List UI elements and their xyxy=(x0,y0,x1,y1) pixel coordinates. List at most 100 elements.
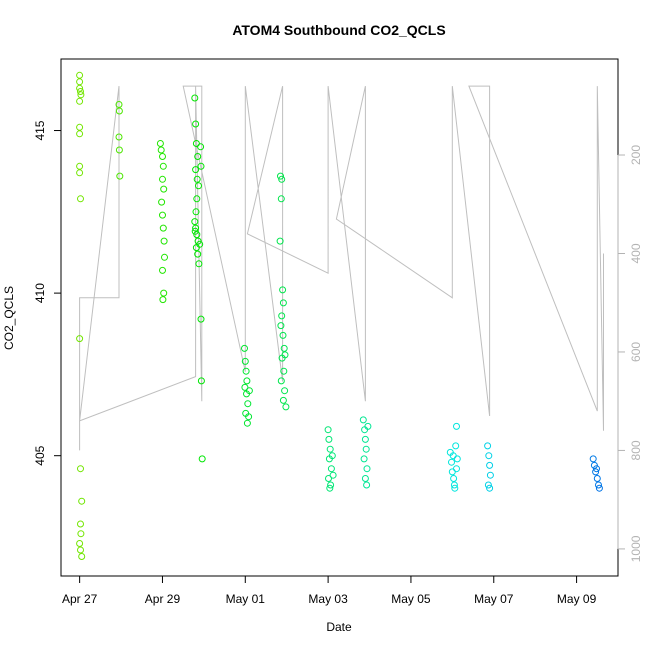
y-tick-label-2: 415 xyxy=(33,120,47,140)
data-point-36 xyxy=(160,289,168,297)
data-point-44 xyxy=(195,182,202,190)
altitude-trace-layer xyxy=(79,85,604,451)
data-point-70 xyxy=(245,413,253,421)
data-point-25 xyxy=(157,146,165,154)
data-point-62 xyxy=(241,357,249,365)
y-axis: 405 410 415 xyxy=(33,120,62,466)
data-point-12 xyxy=(77,465,84,473)
data-point-71 xyxy=(245,387,253,395)
data-point-117 xyxy=(449,452,457,460)
data-point-27 xyxy=(159,162,167,170)
data-point-79 xyxy=(277,322,285,330)
data-point-53 xyxy=(194,250,202,258)
data-point-37 xyxy=(159,296,167,304)
data-point-30 xyxy=(158,198,166,206)
data-points-layer xyxy=(76,71,603,560)
x-axis: Apr 27 Apr 29 May 01 May 03 May 05 May 07 May … xyxy=(62,575,597,606)
data-point-112 xyxy=(450,481,458,489)
data-point-59 xyxy=(197,377,205,385)
data-point-15 xyxy=(77,530,85,538)
data-point-7 xyxy=(76,130,84,138)
data-point-76 xyxy=(279,286,287,294)
data-point-104 xyxy=(363,465,371,473)
data-point-19 xyxy=(115,101,123,108)
data-point-2 xyxy=(76,84,84,92)
data-point-125 xyxy=(589,455,597,463)
data-point-65 xyxy=(241,383,249,391)
data-point-61 xyxy=(241,344,248,352)
data-point-81 xyxy=(280,344,288,352)
data-point-128 xyxy=(593,475,601,482)
data-point-42 xyxy=(192,166,200,174)
y-tick-label-0: 405 xyxy=(33,445,47,465)
data-point-35 xyxy=(159,266,166,274)
data-point-48 xyxy=(192,224,200,232)
data-point-20 xyxy=(115,107,123,115)
data-point-40 xyxy=(192,140,200,147)
data-point-49 xyxy=(193,231,201,239)
data-point-78 xyxy=(278,312,286,320)
data-point-85 xyxy=(281,387,289,395)
data-point-73 xyxy=(278,175,286,183)
data-point-55 xyxy=(197,143,205,151)
y-axis-label: CO2_QCLS xyxy=(2,286,16,350)
data-point-64 xyxy=(243,377,251,385)
data-point-47 xyxy=(191,218,199,226)
data-point-90 xyxy=(325,435,333,443)
data-point-33 xyxy=(160,237,168,245)
x-tick-label-2: May 01 xyxy=(226,592,266,606)
data-point-127 xyxy=(592,468,600,476)
data-point-91 xyxy=(326,445,334,453)
data-point-22 xyxy=(115,146,123,154)
x-tick-label-0: Apr 27 xyxy=(62,592,98,606)
x-axis-label: Date xyxy=(326,620,352,634)
x-tick-label-3: May 03 xyxy=(308,592,348,606)
x-tick-label-5: May 07 xyxy=(474,592,514,606)
data-point-99 xyxy=(359,416,367,424)
data-point-74 xyxy=(277,195,285,203)
data-point-4 xyxy=(77,91,85,99)
data-point-84 xyxy=(277,377,285,385)
data-point-21 xyxy=(115,133,123,141)
data-point-11 xyxy=(76,335,84,343)
data-point-123 xyxy=(484,481,492,489)
data-point-41 xyxy=(194,153,202,160)
data-point-97 xyxy=(329,471,337,479)
data-point-23 xyxy=(116,172,124,180)
data-point-14 xyxy=(77,520,84,528)
data-point-29 xyxy=(160,185,168,193)
data-point-28 xyxy=(159,175,166,183)
x-tick-label-6: May 09 xyxy=(557,592,597,606)
data-point-114 xyxy=(453,422,460,430)
data-point-26 xyxy=(159,153,166,160)
right-tick-label-3: 800 xyxy=(629,440,643,460)
data-point-93 xyxy=(327,465,335,473)
data-point-17 xyxy=(77,546,84,554)
data-point-75 xyxy=(276,237,284,245)
data-point-39 xyxy=(192,120,200,128)
data-point-16 xyxy=(76,540,84,547)
data-point-54 xyxy=(195,260,203,268)
data-point-13 xyxy=(78,497,86,505)
data-point-95 xyxy=(327,481,335,489)
data-point-80 xyxy=(279,331,287,339)
data-point-52 xyxy=(191,227,199,235)
data-point-5 xyxy=(76,97,84,105)
data-point-63 xyxy=(242,367,250,375)
right-tick-label-0: 200 xyxy=(629,145,643,165)
data-point-87 xyxy=(282,403,290,411)
data-point-109 xyxy=(448,458,455,466)
data-point-130 xyxy=(595,484,603,492)
data-point-88 xyxy=(281,351,289,359)
data-point-58 xyxy=(197,315,205,323)
data-point-86 xyxy=(279,396,287,404)
x-tick-label-4: May 05 xyxy=(391,592,431,606)
x-tick-label-1: Apr 29 xyxy=(145,592,181,606)
data-point-24 xyxy=(156,140,164,147)
data-point-122 xyxy=(486,471,494,479)
data-point-43 xyxy=(193,175,201,183)
data-point-89 xyxy=(324,426,332,434)
data-point-94 xyxy=(325,475,332,482)
